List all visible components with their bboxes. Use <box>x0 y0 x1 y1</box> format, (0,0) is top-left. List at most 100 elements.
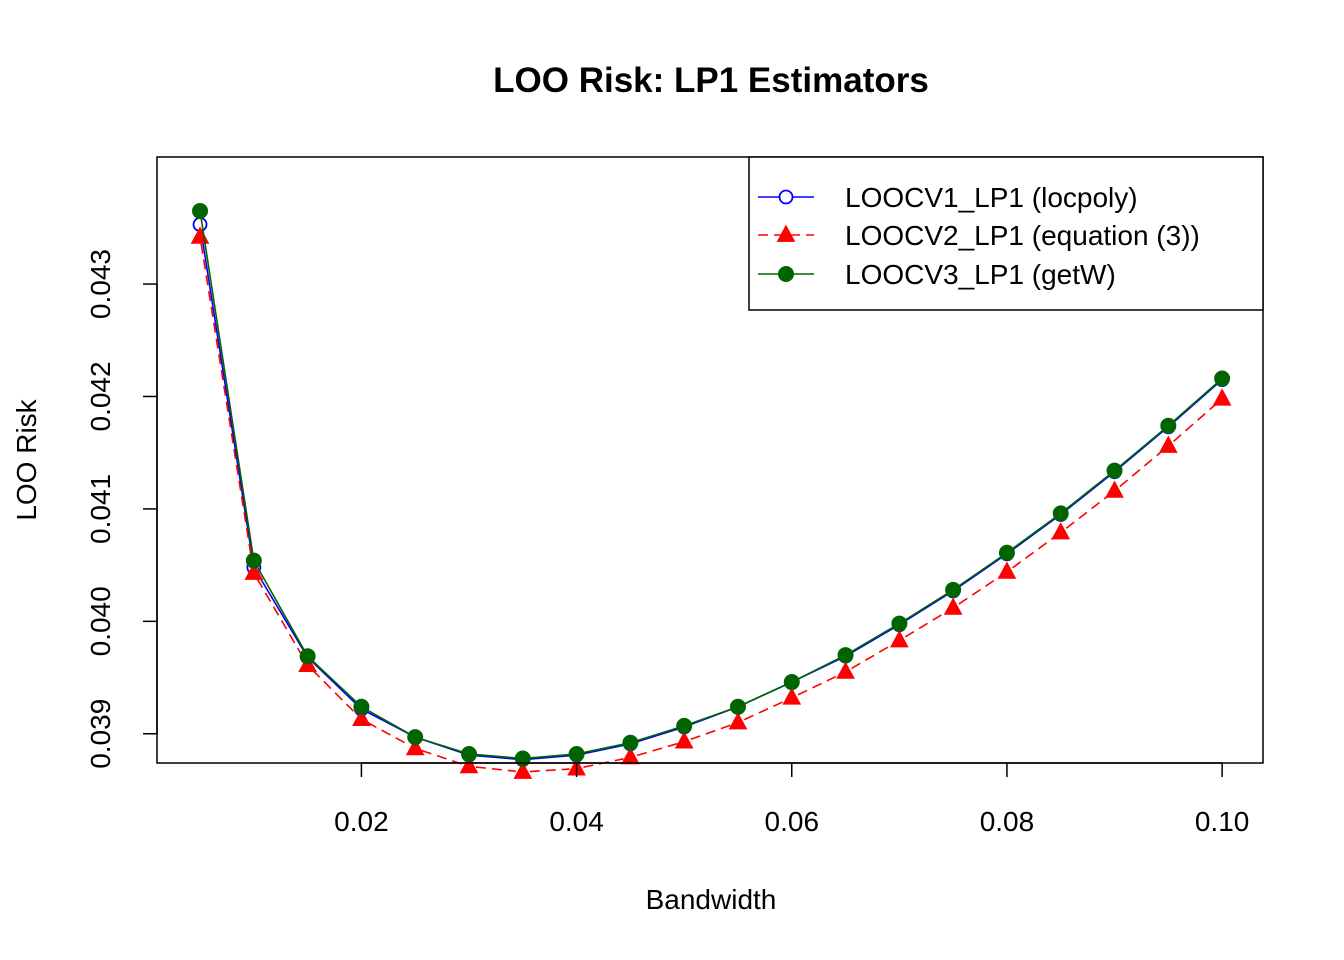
data-point <box>837 647 854 664</box>
series-line-segment <box>636 728 678 743</box>
series-line-segment <box>1119 449 1164 488</box>
data-point <box>299 648 316 665</box>
data-point <box>1052 505 1069 522</box>
y-tick-label: 0.043 <box>85 249 116 319</box>
data-point <box>405 737 425 756</box>
x-tick-label: 0.06 <box>765 806 820 837</box>
series-line-segment <box>367 709 410 735</box>
series-line-segment <box>851 643 894 670</box>
series-line-segment <box>904 610 948 638</box>
legend-label: LOOCV2_LP1 (equation (3)) <box>845 220 1200 251</box>
series-line-segment <box>256 566 305 651</box>
x-axis: 0.02 0.04 0.06 0.08 0.10 <box>334 762 1250 837</box>
data-point <box>1212 388 1232 406</box>
series-line-segment <box>743 699 786 721</box>
series-line-segment <box>958 557 1002 588</box>
y-axis-label: LOO Risk <box>11 398 42 520</box>
data-point <box>1105 480 1124 498</box>
series-line-segment <box>690 724 732 741</box>
series-line-segment <box>1012 518 1056 551</box>
series-line-segment <box>1119 430 1164 468</box>
legend-item-2: LOOCV2_LP1 (equation (3)) <box>758 220 1200 251</box>
data-point <box>890 630 909 648</box>
series-3 <box>192 202 1231 767</box>
series-line-segment <box>200 231 254 561</box>
series-line-segment <box>1065 494 1110 529</box>
x-tick-label: 0.04 <box>549 806 604 837</box>
legend-item-3: LOOCV3_LP1 (getW) <box>758 259 1116 290</box>
data-point <box>352 708 371 727</box>
series-line-segment <box>475 754 516 760</box>
data-point <box>891 615 908 632</box>
series-line-segment <box>1012 516 1056 550</box>
series-line-segment <box>421 738 463 753</box>
series-line-segment <box>1065 474 1110 510</box>
series-line-segment <box>851 627 894 654</box>
series-line-segment <box>1119 429 1164 467</box>
data-point <box>836 661 855 679</box>
series-line-segment <box>256 572 305 652</box>
data-point <box>622 734 639 751</box>
legend-box <box>748 156 1264 311</box>
data-point <box>783 674 800 691</box>
series-layer <box>190 202 1232 779</box>
legend-item-1: LOOCV1_LP1 (locpoly) <box>758 182 1138 213</box>
series-line-segment <box>312 660 357 703</box>
legend: LOOCV1_LP1 (locpoly) LOOCV2_LP1 (equation… <box>748 156 1264 311</box>
series-line-segment <box>958 575 1002 605</box>
legend-marker <box>778 189 794 205</box>
data-point <box>513 761 533 779</box>
data-point <box>192 202 209 219</box>
y-axis: 0.039 0.040 0.041 0.042 0.043 <box>85 249 158 769</box>
series-line-segment <box>690 708 732 725</box>
series-line-segment <box>1173 402 1218 442</box>
legend-label: LOOCV1_LP1 (locpoly) <box>845 182 1138 213</box>
data-point <box>998 544 1015 561</box>
x-axis-label: Bandwidth <box>646 884 777 915</box>
series-line-segment <box>311 669 358 715</box>
series-line-segment <box>529 753 570 759</box>
data-point <box>674 731 694 749</box>
data-point <box>190 226 210 244</box>
series-line-segment <box>421 749 463 765</box>
data-point <box>461 746 478 763</box>
series-line-segment <box>1173 383 1218 423</box>
series-line-segment <box>256 578 305 660</box>
legend-marker <box>776 224 796 242</box>
data-point <box>568 746 585 763</box>
legend-marker <box>778 266 794 282</box>
series-line-segment <box>583 744 624 755</box>
data-point <box>1158 435 1178 453</box>
series-line-segment <box>583 743 624 754</box>
series-line-segment <box>904 592 948 621</box>
data-point <box>1160 417 1177 434</box>
series-line-segment <box>1012 536 1056 569</box>
series-line-segment <box>1173 382 1218 422</box>
chart-title: LOO Risk: LP1 Estimators <box>493 61 929 100</box>
data-point <box>1051 522 1071 540</box>
y-tick-label: 0.039 <box>85 699 116 769</box>
series-line-segment <box>743 684 786 705</box>
x-tick-label: 0.10 <box>1195 806 1250 837</box>
data-point <box>407 729 424 746</box>
data-point <box>782 687 802 705</box>
data-point <box>729 698 746 715</box>
data-point <box>997 561 1017 579</box>
data-point <box>459 755 479 774</box>
data-point <box>945 581 962 598</box>
series-line-segment <box>851 626 894 653</box>
series-line-segment <box>636 727 678 742</box>
series-line-segment <box>475 766 516 773</box>
x-tick-label: 0.08 <box>980 806 1035 837</box>
data-point <box>676 717 693 734</box>
series-2 <box>190 226 1232 779</box>
data-point <box>1106 462 1123 479</box>
series-line-segment <box>367 721 410 746</box>
data-point <box>943 597 963 615</box>
series-line-segment <box>958 556 1002 587</box>
data-point <box>353 698 370 715</box>
x-tick-label: 0.02 <box>334 806 389 837</box>
data-point <box>621 746 640 765</box>
series-line-segment <box>200 243 254 567</box>
series-line-segment <box>797 674 840 696</box>
